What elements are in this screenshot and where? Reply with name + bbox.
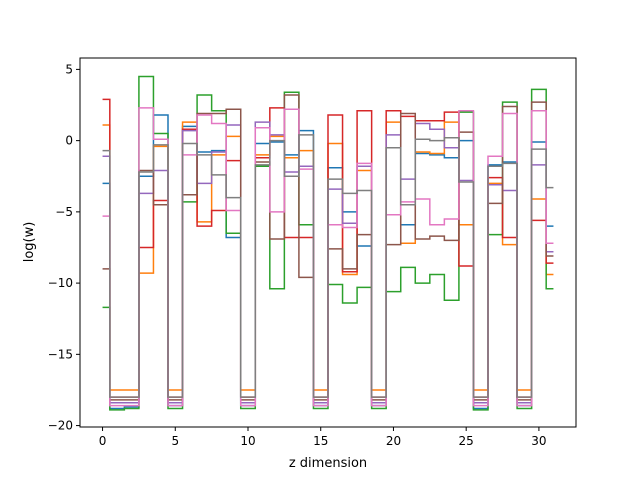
- x-tick-label: 5: [171, 434, 179, 448]
- series-line-8: [102, 134, 554, 398]
- x-tick-label: 10: [240, 434, 255, 448]
- y-tick-label: 5: [65, 62, 73, 76]
- x-tick-label: 30: [531, 434, 546, 448]
- x-tick-label: 15: [313, 434, 328, 448]
- y-axis: −20 −15 −10 −5 0 5: [48, 62, 80, 433]
- x-tick-label: 0: [99, 434, 107, 448]
- y-tick-label: 0: [65, 134, 73, 148]
- y-tick-label: −5: [55, 205, 73, 219]
- y-tick-label: −20: [48, 419, 73, 433]
- x-tick-label: 25: [459, 434, 474, 448]
- series-layer: [102, 75, 554, 411]
- y-tick-label: −10: [48, 276, 73, 290]
- plot-frame: [79, 57, 577, 428]
- x-tick-label: 20: [386, 434, 401, 448]
- x-axis: 0 5 10 15 20 25 30: [99, 427, 547, 448]
- x-axis-label: z dimension: [289, 456, 367, 471]
- y-axis-label: log(w): [22, 222, 37, 263]
- y-tick-label: −15: [48, 347, 73, 361]
